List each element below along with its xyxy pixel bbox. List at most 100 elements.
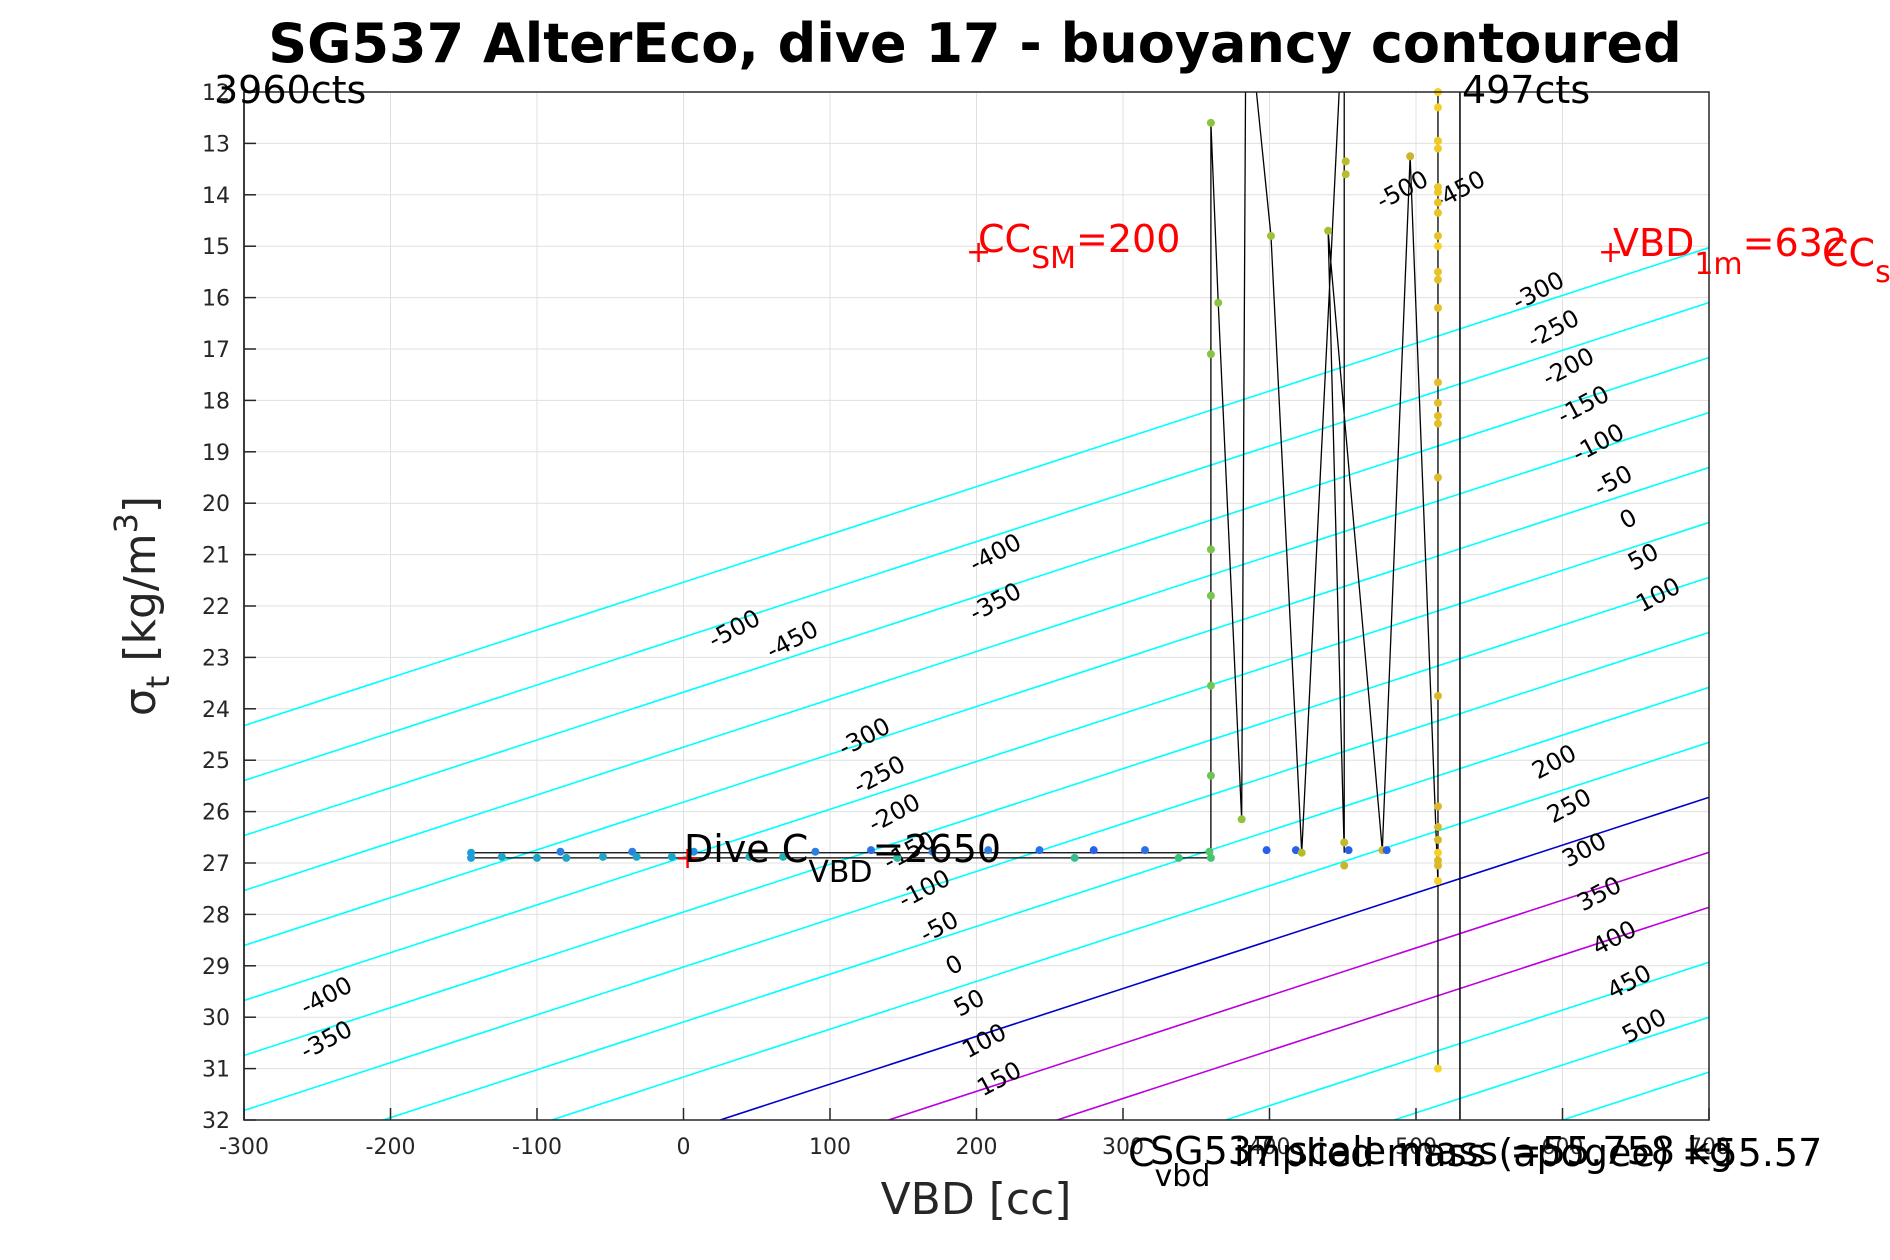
y-tick-label: 27 [202,852,230,877]
y-tick-label: 21 [202,544,230,569]
data-point [1070,853,1079,862]
data-point [984,846,993,855]
x-tick-label: 100 [809,1135,851,1160]
y-axis-label: σ [115,688,166,716]
data-point [1433,411,1442,420]
svg-text:σt [kg/m3]: σt [kg/m3] [107,496,177,716]
data-point [1406,152,1415,161]
data-point [1433,398,1442,407]
contour-line [719,796,1709,1120]
y-axis-label-unit: [kg/m [115,533,166,675]
data-point [1262,846,1271,855]
y-axis-label-group: σt [kg/m3] [107,496,177,716]
data-point [1433,378,1442,387]
y-tick-label: 29 [202,955,230,980]
dive-c-annotation: Dive CVBD=2650 [684,827,1001,890]
data-point [893,853,902,862]
data-point [1140,846,1149,855]
data-point [1206,853,1215,862]
x-tick-label: -200 [366,1135,416,1160]
max-cts-label: 497cts [1462,68,1590,112]
data-point [1433,103,1442,112]
min-cts-label: 3960cts [214,68,366,112]
cc-sm-marker: + [966,235,991,270]
scale-mass-annotation: SG537 scale mass =55.758 kg [1150,1129,1733,1173]
contour-line [244,411,1709,892]
data-point [1324,226,1333,235]
data-point [1433,275,1442,284]
data-point [1433,691,1442,700]
data-point [1433,802,1442,811]
x-tick-label: 400 [1249,1135,1291,1160]
y-tick-label: 20 [202,492,230,517]
data-point [689,847,698,856]
contour-line [1056,906,1709,1120]
contour-line [551,741,1709,1120]
data-point [1035,846,1044,855]
data-point [1340,838,1349,847]
data-point [1433,188,1442,197]
data-point [779,852,788,861]
y-tick-label: 25 [202,749,230,774]
data-point [1297,848,1306,857]
data-point [1433,303,1442,312]
dive-c-marker: + [675,841,700,876]
data-point [1089,846,1098,855]
y-tick-label: 19 [202,441,230,466]
data-point [1433,835,1442,844]
contour-line [888,851,1709,1120]
data-point [1433,242,1442,251]
y-tick-label: 12 [202,81,230,106]
data-point [1266,231,1275,240]
data-point [811,847,820,856]
data-point [556,847,565,856]
data-point [1205,847,1214,856]
contour-line [244,631,1709,1112]
data-point [497,852,506,861]
x-tick-label: 700 [1688,1135,1730,1160]
contour-line [382,686,1709,1120]
x-tick-label: 300 [1102,1135,1144,1160]
data-point [1433,823,1442,832]
buoyancy-contours [244,246,1709,1120]
contour-line [244,466,1709,947]
implied-mass-annotation: implied mass (apogee) =55.57 [1234,1131,1822,1175]
data-point [1433,144,1442,153]
y-tick-label: 23 [202,646,230,671]
y-tick-label: 28 [202,903,230,928]
x-tick-label: 500 [1395,1135,1437,1160]
x-tick-label: 200 [956,1135,998,1160]
data-point [928,847,937,856]
data-point [1382,846,1391,855]
y-axis-label-sup: 3 [107,513,145,533]
data-point [1206,771,1215,780]
data-point [1214,298,1223,307]
data-points [467,88,1442,1073]
contour-line [244,521,1709,1002]
data-point [1433,419,1442,428]
x-axis-ticks: -300 -200 -100 0 100 200 300 400 500 600 700 [219,1108,1730,1160]
data-point [745,852,754,861]
y-tick-label: 24 [202,698,230,723]
data-point [1341,170,1350,179]
x-tick-label: -300 [219,1135,269,1160]
y-tick-label: 13 [202,132,230,157]
y-axis-ticks: 12 13 14 15 16 17 18 19 20 21 22 23 24 25 26 27 28 29 30 31… [202,81,256,1134]
y-axis-label-close: ] [115,496,166,513]
mass-vbd-annotation: Cvbd [1128,1131,1210,1194]
x-tick-label: 600 [1542,1135,1584,1160]
cc-sm-annotation: CCSM=200 [978,217,1180,276]
data-point [867,846,876,855]
data-point [1341,157,1350,166]
x-tick-label: -100 [512,1135,562,1160]
vbd-1m-marker: + [1598,235,1623,270]
x-axis-label: VBD [cc] [881,1174,1072,1225]
data-point [1433,861,1442,870]
data-point [1206,681,1215,690]
data-point [1433,848,1442,857]
data-point [533,853,541,862]
y-tick-label: 26 [202,801,230,826]
data-point [632,852,641,861]
data-point [1344,846,1353,855]
data-point [1433,473,1442,482]
